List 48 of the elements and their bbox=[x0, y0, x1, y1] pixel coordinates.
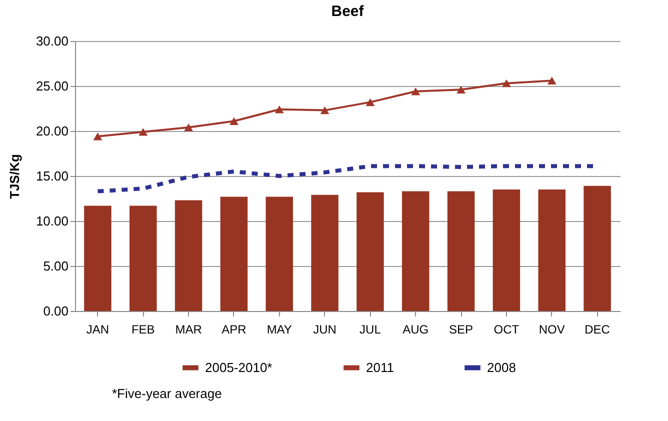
y-tick-label: 15.00 bbox=[36, 168, 68, 184]
point bbox=[411, 88, 420, 96]
x-tick-label: JUL bbox=[360, 322, 382, 336]
legend-label: 2011 bbox=[366, 360, 394, 375]
y-tick-label: 0.00 bbox=[43, 304, 68, 318]
y-tick-label: 5.00 bbox=[43, 258, 68, 274]
legend-label: 2005-2010* bbox=[205, 360, 272, 375]
bar bbox=[356, 192, 384, 311]
y-tick-label: 25.00 bbox=[36, 78, 68, 94]
point bbox=[184, 124, 194, 132]
x-tick-label: FEB bbox=[131, 322, 155, 336]
bar bbox=[402, 191, 430, 311]
x-tick-label: SEP bbox=[449, 322, 474, 336]
bar bbox=[584, 186, 611, 311]
bar bbox=[266, 196, 293, 311]
bar bbox=[538, 190, 566, 311]
x-tick-label: NOV bbox=[538, 322, 565, 336]
point bbox=[366, 98, 375, 106]
bar bbox=[311, 194, 338, 311]
x-tick-label: AUG bbox=[402, 322, 429, 336]
bar bbox=[220, 196, 248, 311]
point bbox=[502, 79, 511, 88]
bar bbox=[174, 200, 202, 311]
text: *Five-year average bbox=[112, 386, 223, 401]
legend-label: 2008 bbox=[487, 360, 516, 375]
x-tick-label: JAN bbox=[86, 322, 110, 336]
y-tick-label: 20.00 bbox=[36, 124, 68, 138]
x-tick-label: MAR bbox=[175, 322, 202, 336]
point bbox=[93, 132, 102, 140]
bar bbox=[84, 206, 112, 311]
point bbox=[138, 128, 148, 136]
y-tick-label: 10.00 bbox=[36, 214, 68, 228]
point bbox=[320, 106, 330, 114]
point bbox=[456, 86, 466, 94]
bar bbox=[447, 191, 475, 311]
y-tick-label: 30.00 bbox=[36, 34, 68, 48]
chart-title: Beef bbox=[331, 3, 365, 20]
point bbox=[547, 76, 556, 84]
bar bbox=[130, 206, 157, 311]
point bbox=[274, 106, 284, 114]
x-tick-label: DEC bbox=[584, 322, 610, 336]
x-tick-label: MAY bbox=[266, 322, 292, 336]
x-tick-label: JUN bbox=[313, 322, 336, 336]
x-tick-label: APR bbox=[222, 322, 247, 336]
point bbox=[229, 117, 238, 125]
x-tick-label: OCT bbox=[494, 322, 520, 336]
y-axis-title: TJS/Kg bbox=[6, 154, 22, 199]
bar bbox=[492, 190, 520, 311]
